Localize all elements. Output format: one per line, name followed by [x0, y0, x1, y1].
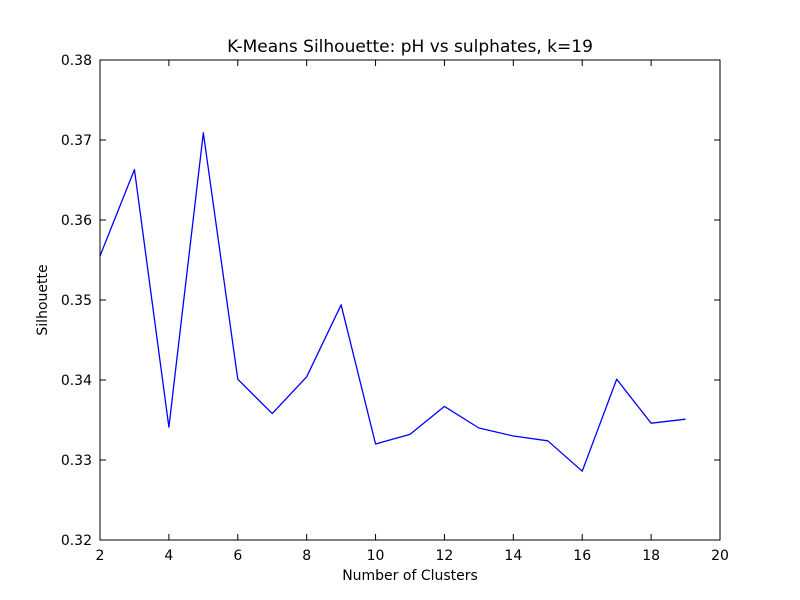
- x-tick-label-8: 18: [642, 548, 660, 564]
- x-tick-label-5: 12: [436, 548, 454, 564]
- y-tick-label-0: 0.32: [61, 533, 92, 549]
- y-tick-label-6: 0.38: [61, 53, 92, 69]
- y-tick-label-2: 0.34: [61, 373, 92, 389]
- y-tick-label-5: 0.37: [61, 133, 92, 149]
- x-tick-label-2: 6: [233, 548, 242, 564]
- x-tick-label-9: 20: [711, 548, 729, 564]
- y-axis-title: Silhouette: [35, 264, 51, 335]
- y-tick-label-3: 0.35: [61, 293, 92, 309]
- series-line-0: [100, 132, 686, 472]
- x-tick-label-7: 16: [573, 548, 591, 564]
- x-tick-label-3: 8: [302, 548, 311, 564]
- x-tick-label-6: 14: [504, 548, 522, 564]
- x-axis-title: Number of Clusters: [342, 568, 478, 584]
- x-tick-label-1: 4: [164, 548, 173, 564]
- x-tick-label-0: 2: [96, 548, 105, 564]
- y-tick-label-1: 0.33: [61, 453, 92, 469]
- chart-title: K-Means Silhouette: pH vs sulphates, k=1…: [227, 37, 593, 57]
- x-tick-label-4: 10: [367, 548, 385, 564]
- y-tick-label-4: 0.36: [61, 213, 92, 229]
- axes-frame: [99, 59, 721, 541]
- plot-area: 2 4 6 8 10 12 14 16 18 20 0.32 0.33 0.34 0.35 0.36 0.37…: [61, 53, 729, 564]
